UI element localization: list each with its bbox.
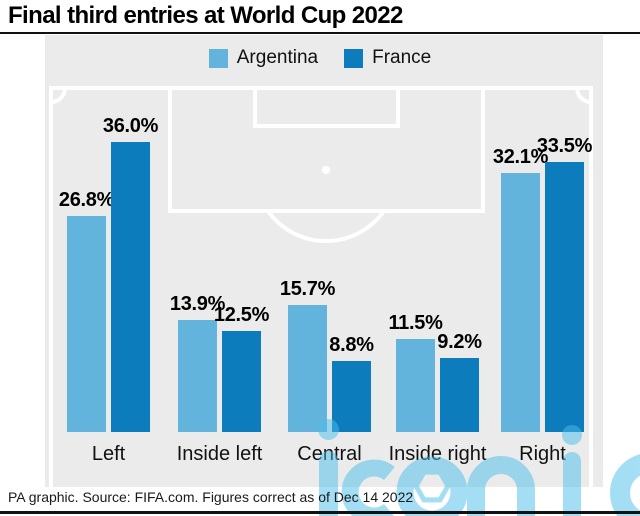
value-label-argentina-right: 32.1% [492,146,549,168]
value-label-france-left: 36.0% [102,115,159,137]
legend: Argentina France [0,47,640,69]
penalty-box-lines [168,88,485,213]
value-label-argentina-inside-left: 13.9% [169,293,226,315]
corner-arc-right [575,87,592,104]
page-title: Final third entries at World Cup 2022 [8,2,403,29]
bar-france-inside-left [222,331,261,432]
source-line: PA graphic. Source: FIFA.com. Figures co… [8,489,414,505]
bar-argentina-central [288,305,327,432]
penalty-spot [322,166,330,174]
value-label-argentina-inside-right: 11.5% [388,312,443,334]
value-label-argentina-left: 26.8% [58,189,115,211]
penalty-arc [266,209,386,244]
bar-argentina-inside-left [178,320,217,432]
category-label-inside-right: Inside right [388,443,487,465]
category-label-central: Central [297,443,362,465]
bar-france-inside-right [440,358,479,432]
title-divider [0,32,640,34]
value-label-argentina-central: 15.7% [279,278,336,300]
legend-item-france: France [344,47,431,69]
football-pitch-graphic [49,86,593,487]
legend-item-argentina: Argentina [208,47,319,69]
value-label-france-central: 8.8% [329,334,374,356]
bottom-divider [0,511,640,514]
category-label-inside-left: Inside left [176,443,263,465]
category-label-right: Right [519,443,566,465]
bar-france-right [545,162,584,432]
legend-label-argentina: Argentina [236,47,319,68]
corner-arc-left [50,87,67,104]
value-label-france-inside-left: 12.5% [213,304,270,326]
value-label-france-right: 33.5% [536,135,593,157]
legend-label-france: France [372,47,432,68]
value-label-france-inside-right: 9.2% [437,331,482,353]
bar-argentina-right [501,173,540,432]
bar-argentina-inside-right [396,339,435,432]
bar-argentina-left [67,216,106,432]
france-swatch [344,48,364,68]
bar-france-central [332,361,371,432]
argentina-swatch [208,48,228,68]
bar-france-left [111,142,150,432]
goal-box-lines [253,88,400,128]
pitch-boundary-lines [49,86,593,487]
category-label-left: Left [91,443,126,465]
